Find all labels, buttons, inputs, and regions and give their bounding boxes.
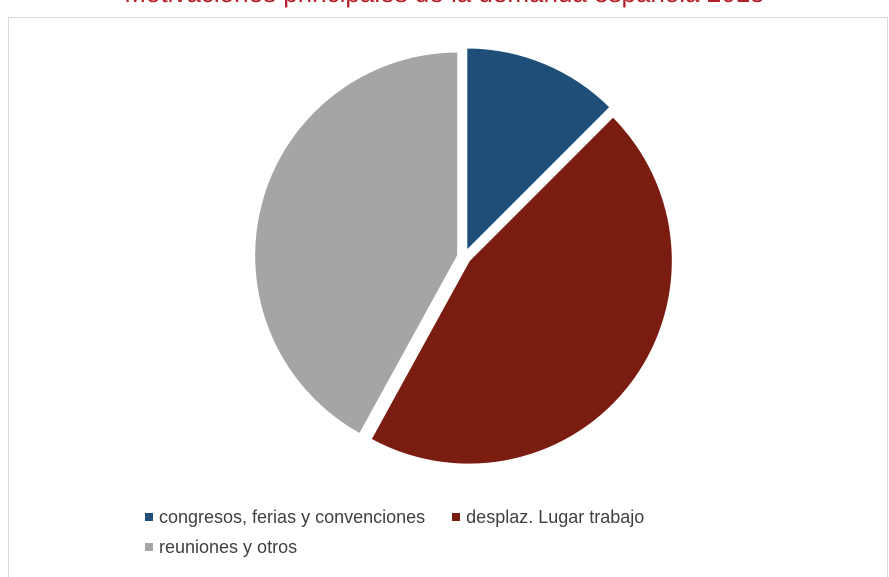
legend-item-congresos: congresos, ferias y convenciones xyxy=(145,502,425,532)
slice-reuniones xyxy=(253,50,460,436)
legend-label-desplazamiento: desplaz. Lugar trabajo xyxy=(466,506,645,527)
slice-congresos xyxy=(465,46,612,254)
legend-swatch-desplazamiento xyxy=(452,513,461,521)
legend-item-reuniones: reuniones y otros xyxy=(145,532,297,562)
legend-swatch-congresos xyxy=(145,513,153,521)
slice-desplazamiento xyxy=(369,114,674,466)
legend-swatch-reuniones xyxy=(145,543,153,551)
legend-label-congresos: congresos, ferias y convenciones xyxy=(159,506,426,527)
legend-label-reuniones: reuniones y otros xyxy=(159,536,298,557)
legend-item-desplazamiento: desplaz. Lugar trabajo xyxy=(452,502,644,532)
chart-legend: congresos, ferias y convenciones desplaz… xyxy=(145,502,785,562)
chart-title: Motivaciones principales de la demanda e… xyxy=(0,0,889,8)
